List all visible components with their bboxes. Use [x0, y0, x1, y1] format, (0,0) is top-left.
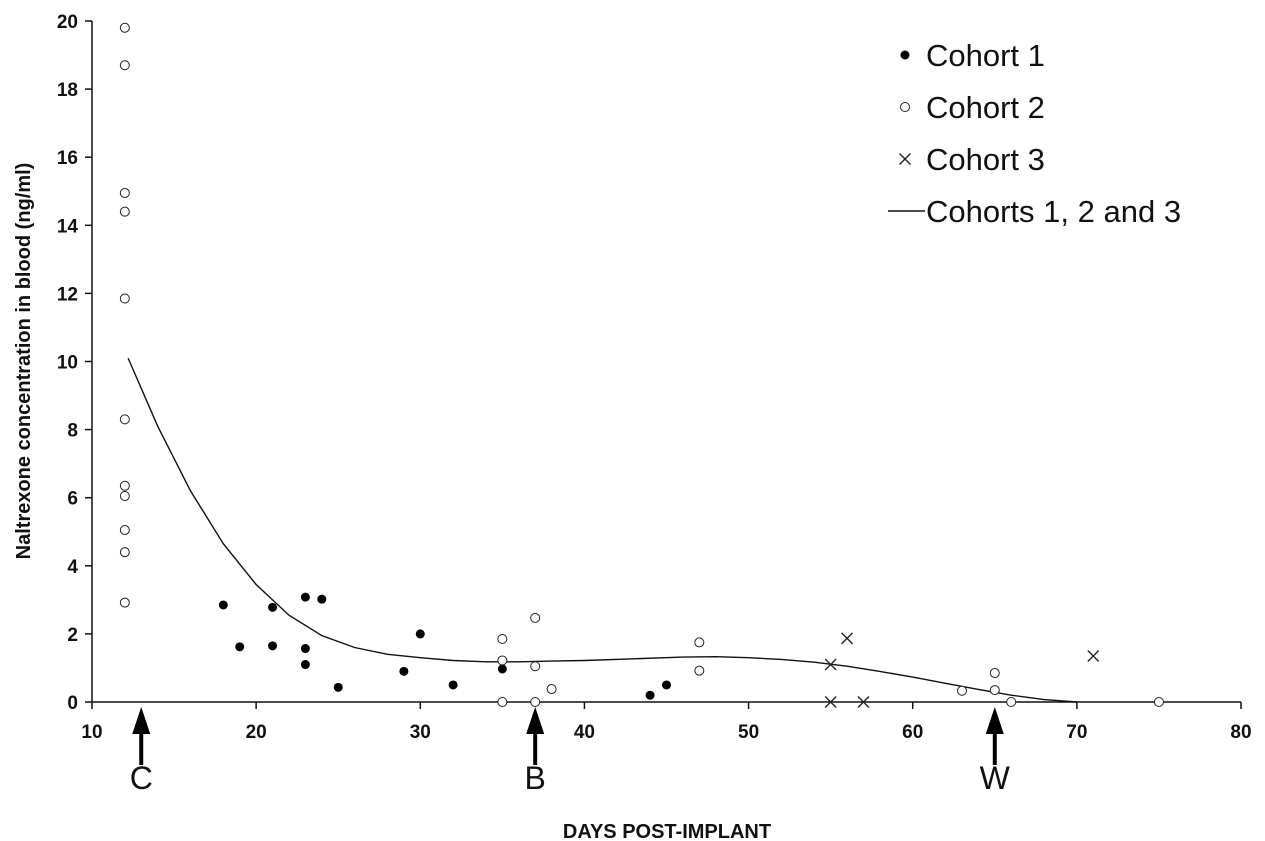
y-tick-label: 20	[57, 12, 78, 33]
data-point-cohort-2	[119, 293, 130, 304]
day-marker-w: W	[980, 707, 1011, 796]
data-point-cohort-3	[841, 632, 854, 645]
legend-label: Cohorts 1, 2 and 3	[926, 194, 1181, 229]
data-point-cohort-1	[317, 594, 327, 604]
data-point-cohort-3	[857, 696, 870, 708]
data-point-cohort-2	[1153, 697, 1164, 707]
arrow-head-icon	[132, 707, 151, 734]
data-point-cohort-1	[662, 680, 671, 690]
legend-swatch	[900, 50, 910, 60]
day-marker-label: C	[130, 760, 153, 796]
arrow-head-icon	[985, 707, 1004, 734]
legend: Cohort 1 Cohort 2 Cohort 3 Cohorts 1, 2 and…	[888, 38, 1181, 229]
y-tick-label: 12	[57, 284, 78, 305]
y-tick-label: 2	[67, 625, 78, 646]
data-point-cohort-2	[119, 22, 130, 33]
data-point-cohort-1	[235, 642, 245, 652]
cross-stroke	[1087, 650, 1100, 663]
x-tick-label: 60	[902, 722, 923, 743]
data-point-cohort-2	[119, 547, 130, 558]
cross-stroke	[841, 632, 854, 645]
data-point-cohort-2	[956, 685, 967, 696]
data-point-cohort-2	[119, 206, 130, 217]
trend-curve-combined	[127, 357, 1077, 703]
y-tick-label: 10	[57, 353, 78, 374]
data-point-cohort-2	[989, 668, 1000, 679]
day-marker-c: C	[130, 707, 153, 796]
y-tick-label: 6	[67, 489, 78, 510]
data-point-cohort-2	[119, 597, 130, 608]
x-tick-label: 10	[81, 722, 102, 743]
data-point-cohort-2	[119, 414, 130, 425]
data-point-cohort-2	[694, 637, 705, 648]
x-tick-label: 40	[574, 722, 595, 743]
y-tick-label: 16	[57, 148, 78, 169]
legend-swatch	[899, 153, 911, 165]
data-point-cohort-2	[694, 665, 705, 676]
data-point-cohort-3	[824, 658, 837, 671]
legend-item-cohort-2: Cohort 2	[900, 90, 1045, 125]
data-point-cohort-1	[268, 641, 278, 651]
data-point-cohort-2	[497, 697, 508, 707]
legend-item-cohort-1: Cohort 1	[900, 38, 1045, 73]
data-point-cohort-2	[546, 684, 557, 695]
cross-stroke	[857, 696, 870, 708]
data-point-cohort-1	[415, 629, 425, 639]
data-point-cohort-2	[530, 612, 541, 623]
x-tick-label: 70	[1066, 722, 1087, 743]
x-tick-label: 80	[1230, 722, 1251, 743]
legend-label: Cohort 3	[926, 142, 1045, 177]
data-point-cohort-2	[989, 685, 1000, 696]
y-tick-label: 0	[67, 693, 78, 714]
data-point-cohort-2	[119, 187, 130, 198]
day-marker-b: B	[525, 707, 546, 796]
legend-item-cohort-4: Cohorts 1, 2 and 3	[888, 194, 1181, 229]
y-tick-label: 4	[67, 557, 78, 578]
data-point-cohort-1	[300, 592, 310, 602]
data-point-cohort-2	[530, 697, 541, 707]
data-point-cohort-3	[824, 696, 837, 708]
legend-item-cohort-3: Cohort 3	[899, 142, 1045, 177]
data-point-cohort-1	[497, 664, 507, 674]
data-point-cohort-1	[268, 602, 278, 612]
y-tick-label: 18	[57, 80, 78, 101]
data-point-cohort-2	[119, 480, 130, 491]
x-axis-title: DAYS POST-IMPLANT	[563, 821, 771, 841]
legend-label: Cohort 1	[926, 38, 1045, 73]
day-marker-label: W	[980, 760, 1011, 796]
data-point-cohort-2	[497, 634, 508, 645]
data-point-cohort-2	[497, 655, 508, 666]
day-marker-label: B	[525, 760, 546, 796]
axes: 0 2 4 6 8 10 12 14 16 18 20 10 20 30 40 50 60 70 80	[57, 12, 1252, 743]
data-point-cohort-1	[645, 690, 655, 700]
y-tick-label: 14	[57, 216, 79, 237]
y-tick-label: 8	[67, 421, 78, 442]
arrow-head-icon	[526, 707, 545, 734]
x-tick-label: 30	[410, 722, 431, 743]
cross-stroke	[824, 658, 837, 671]
data-point-cohort-1	[399, 666, 409, 676]
data-points-layer	[119, 22, 1164, 708]
data-point-cohort-2	[119, 60, 130, 71]
data-point-cohort-1	[448, 680, 458, 690]
data-point-cohort-2	[530, 661, 541, 672]
data-point-cohort-2	[1006, 697, 1017, 707]
data-point-cohort-2	[119, 490, 130, 501]
legend-label: Cohort 2	[926, 90, 1045, 125]
cross-stroke	[824, 696, 837, 708]
y-axis-title: Naltrexone concentration in blood (ng/ml…	[13, 163, 35, 560]
data-point-cohort-1	[300, 644, 310, 654]
cross-stroke	[899, 153, 911, 165]
data-point-cohort-3	[1087, 650, 1100, 663]
legend-swatch	[900, 102, 910, 112]
x-tick-label: 50	[738, 722, 759, 743]
data-point-cohort-1	[300, 660, 310, 670]
data-point-cohort-1	[333, 682, 343, 692]
trend-curve-layer	[127, 357, 1077, 703]
data-point-cohort-2	[119, 525, 130, 536]
data-point-cohort-1	[218, 600, 228, 610]
x-tick-label: 20	[246, 722, 267, 743]
